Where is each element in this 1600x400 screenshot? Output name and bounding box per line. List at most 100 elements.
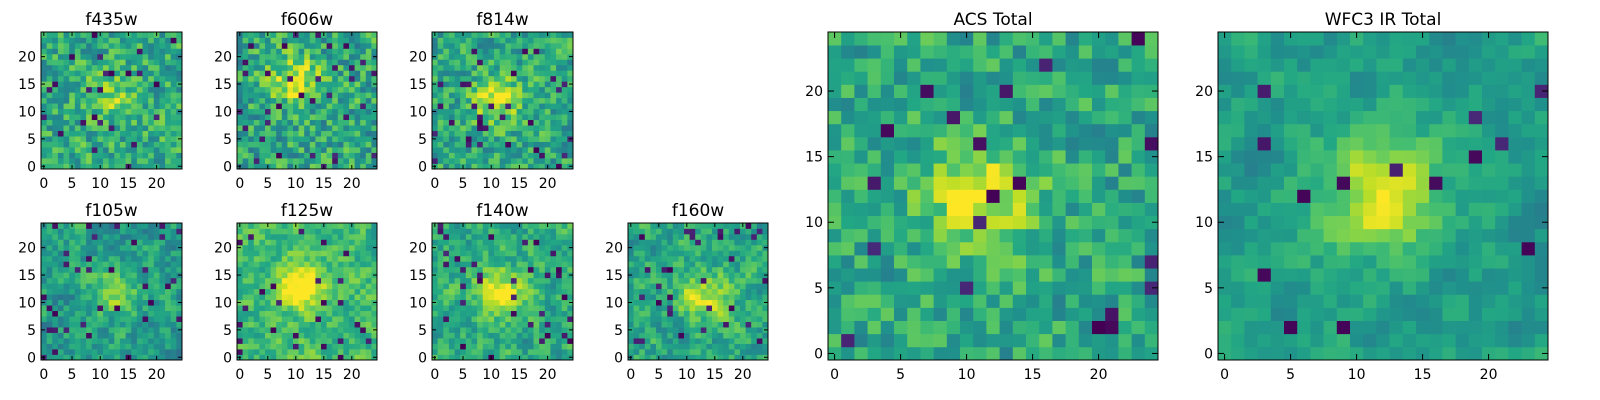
heatmap-cell: [745, 288, 752, 295]
heatmap-cell: [97, 343, 104, 350]
heatmap-cell: [482, 261, 489, 268]
heatmap-cell: [460, 338, 467, 344]
heatmap-cell: [276, 255, 283, 262]
heatmap-cell: [700, 299, 707, 306]
heatmap-cell: [443, 277, 450, 284]
heatmap-cell: [136, 152, 143, 159]
heatmap-cell: [639, 239, 646, 246]
heatmap-cell: [97, 332, 104, 339]
heatmap-cell: [242, 272, 249, 279]
heatmap-cell: [465, 305, 472, 312]
heatmap-cell: [326, 223, 333, 229]
heatmap-cell: [533, 114, 540, 121]
heatmap-cell: [242, 92, 249, 99]
heatmap-cell: [170, 81, 177, 88]
heatmap-cell: [337, 81, 344, 88]
heatmap-cell: [237, 70, 243, 77]
heatmap-cell: [103, 42, 110, 49]
heatmap-cell: [315, 37, 322, 44]
x-tick-label: 5: [68, 176, 77, 192]
heatmap-cell: [165, 343, 172, 350]
heatmap-cell: [448, 223, 455, 229]
heatmap-cell: [516, 48, 523, 55]
heatmap-cell: [46, 261, 53, 268]
heatmap-cell: [119, 244, 126, 251]
heatmap-cell: [52, 283, 59, 290]
heatmap-cell: [1065, 346, 1080, 361]
heatmap-cell: [176, 321, 183, 328]
heatmap-cell: [97, 108, 104, 115]
heatmap-cell: [488, 130, 495, 137]
heatmap-cell: [717, 255, 724, 262]
heatmap-cell: [567, 130, 574, 137]
heatmap-cell: [119, 64, 126, 71]
heatmap-cell: [465, 266, 472, 273]
heatmap-cell: [148, 321, 155, 328]
heatmap-cell: [131, 97, 138, 104]
heatmap-cell: [556, 266, 563, 273]
heatmap-cell: [119, 321, 126, 328]
heatmap-cell: [63, 114, 70, 121]
heatmap-cell: [678, 277, 685, 284]
heatmap-cell: [465, 108, 472, 115]
heatmap-cell: [265, 266, 271, 273]
heatmap-cell: [281, 338, 288, 344]
heatmap-cell: [556, 141, 563, 148]
heatmap-cell: [454, 103, 461, 110]
heatmap-cell: [505, 32, 512, 38]
heatmap-cell: [63, 327, 70, 333]
heatmap-cell: [270, 37, 277, 44]
heatmap-cell: [695, 266, 702, 273]
heatmap-cell: [125, 125, 132, 131]
heatmap-cell: [304, 75, 311, 82]
heatmap-cell: [465, 125, 472, 131]
heatmap-cell: [946, 215, 961, 230]
heatmap-cell: [522, 163, 529, 170]
heatmap-cell: [477, 354, 484, 361]
heatmap-cell: [287, 327, 294, 333]
heatmap-cell: [337, 92, 344, 99]
heatmap-cell: [159, 32, 166, 38]
heatmap-cell: [114, 108, 121, 115]
heatmap-cell: [360, 75, 367, 82]
heatmap-cell: [315, 250, 322, 257]
heatmap-cell: [349, 158, 355, 164]
heatmap-cell: [360, 310, 367, 317]
heatmap-cell: [1144, 241, 1159, 256]
heatmap-cell: [91, 316, 98, 322]
heatmap-cell: [533, 163, 540, 170]
heatmap-cell: [880, 228, 895, 243]
heatmap-cell: [894, 150, 908, 164]
heatmap-cell: [454, 316, 461, 322]
heatmap-cell: [494, 239, 501, 246]
heatmap-cell: [259, 299, 266, 306]
heatmap-cell: [343, 349, 350, 355]
heatmap-cell: [360, 53, 367, 60]
heatmap-cell: [52, 299, 59, 306]
heatmap-cell: [533, 349, 540, 355]
heatmap-cell: [148, 59, 155, 66]
heatmap-cell: [533, 75, 540, 82]
heatmap-cell: [91, 141, 98, 148]
heatmap-cell: [360, 338, 367, 344]
heatmap-cell: [689, 250, 696, 257]
heatmap-cell: [656, 283, 662, 290]
heatmap-cell: [756, 332, 763, 339]
heatmap-cell: [119, 354, 126, 361]
heatmap-cell: [854, 268, 868, 282]
heatmap-cell: [159, 250, 166, 257]
heatmap-cell: [499, 338, 506, 344]
heatmap-cell: [63, 125, 70, 131]
heatmap-cell: [633, 294, 640, 301]
heatmap-cell: [41, 283, 47, 290]
heatmap-cell: [253, 37, 260, 44]
heatmap-cell: [460, 255, 467, 262]
heatmap-cell: [332, 75, 339, 82]
heatmap-cell: [854, 228, 868, 243]
heatmap-cell: [57, 283, 64, 290]
heatmap-cell: [237, 266, 243, 273]
heatmap-cell: [880, 176, 895, 190]
heatmap-cell: [46, 288, 53, 295]
heatmap-cell: [712, 233, 718, 240]
heatmap-cell: [108, 349, 115, 355]
